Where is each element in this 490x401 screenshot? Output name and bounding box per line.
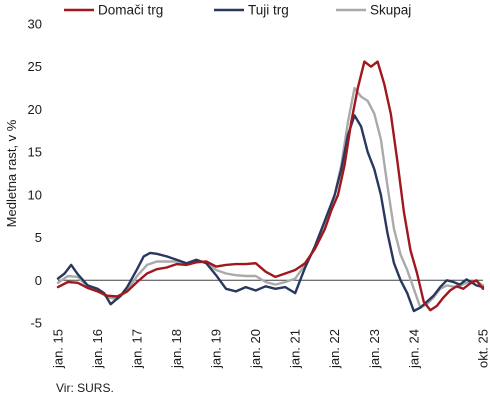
legend-label: Tuji trg [248, 3, 289, 18]
series-lines [56, 60, 485, 313]
x-tick-label: jan. 18 [169, 329, 184, 369]
legend-label: Domači trg [98, 3, 163, 18]
x-tick-label: jan. 16 [90, 329, 105, 369]
x-tick-label: jan. 22 [327, 329, 342, 369]
x-tick-label: jan. 24 [406, 329, 421, 369]
x-tick-label: jan. 19 [209, 329, 224, 369]
y-tick-label: 5 [35, 230, 42, 245]
y-tick-label: 0 [35, 273, 42, 288]
legend: Domači trg Tuji trg Skupaj [64, 3, 411, 18]
y-tick-label: -5 [30, 316, 42, 331]
y-axis: -5 0 5 10 15 20 25 30 [28, 17, 42, 331]
legend-label: Skupaj [370, 3, 411, 18]
y-tick-label: 30 [28, 17, 42, 32]
series-line-doma-i-trg [56, 60, 485, 312]
y-axis-label-group: Medletna rast, v % [4, 119, 19, 227]
y-tick-label: 15 [28, 145, 42, 160]
source-note: Vir: SURS. [56, 381, 114, 395]
x-axis: jan. 15 jan. 16 jan. 17 jan. 18 jan. 19 jan. … [51, 329, 490, 369]
x-tick-label: jan. 21 [288, 329, 303, 369]
series-line-tuji-trg [56, 114, 485, 313]
y-tick-label: 20 [28, 102, 42, 117]
y-axis-label: Medletna rast, v % [4, 119, 19, 227]
series-line-skupaj [56, 86, 485, 309]
x-tick-label: jan. 15 [51, 329, 66, 369]
x-tick-label: jan. 20 [248, 329, 263, 369]
y-tick-label: 25 [28, 59, 42, 74]
x-tick-label: okt. 25 [476, 329, 490, 368]
y-tick-label: 10 [28, 187, 42, 202]
x-tick-label: jan. 23 [367, 329, 382, 369]
x-tick-label: jan. 17 [130, 329, 145, 369]
